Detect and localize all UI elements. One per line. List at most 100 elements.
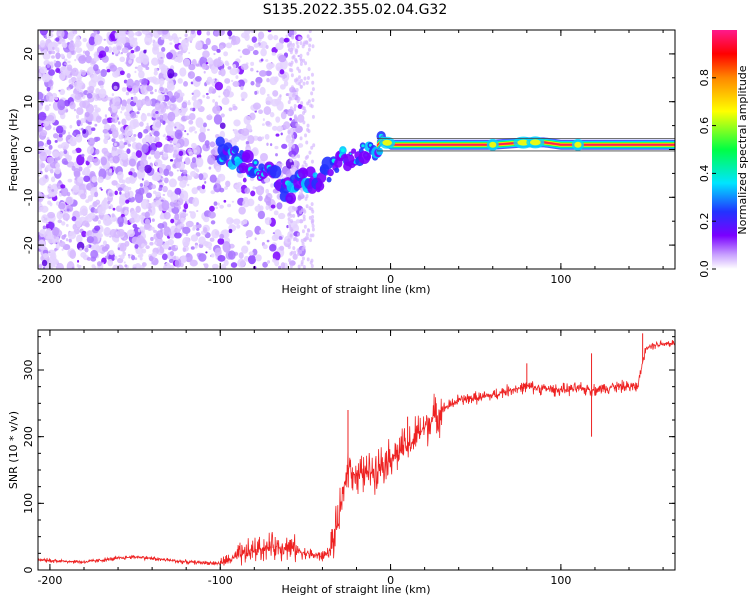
noise-blob xyxy=(108,106,112,112)
noise-blob xyxy=(274,259,280,267)
noise-blob xyxy=(169,158,174,162)
noise-blob xyxy=(184,201,187,204)
noise-blob xyxy=(103,38,107,41)
noise-blob xyxy=(68,238,72,243)
noise-blob xyxy=(218,45,224,50)
snr-x-label: Height of straight line (km) xyxy=(281,583,430,596)
noise-blob xyxy=(276,66,282,71)
snr-y-label: SNR (10 * v/v) xyxy=(7,411,20,489)
noise-blob xyxy=(78,55,87,64)
noise-blob xyxy=(125,177,132,184)
ridge-blob xyxy=(269,165,282,179)
noise-blob xyxy=(119,142,122,145)
noise-blob xyxy=(71,82,74,86)
noise-blob xyxy=(275,153,278,157)
noise-blob xyxy=(299,41,303,46)
noise-blob xyxy=(196,157,204,168)
noise-blob xyxy=(182,226,191,235)
noise-blob xyxy=(294,125,303,134)
noise-blob xyxy=(303,209,307,214)
noise-blob xyxy=(283,80,289,87)
noise-blob xyxy=(179,179,187,188)
noise-blob xyxy=(188,113,196,121)
band-bump-core xyxy=(574,141,582,148)
noise-blob xyxy=(210,149,216,155)
snr-line xyxy=(38,339,675,566)
noise-blob xyxy=(150,226,155,231)
noise-blob xyxy=(169,140,173,144)
noise-blob xyxy=(232,105,238,111)
noise-blob xyxy=(103,214,110,223)
noise-blob xyxy=(128,158,136,167)
noise-blob xyxy=(250,61,255,66)
noise-blob xyxy=(153,171,162,182)
noise-blob xyxy=(192,226,196,231)
noise-blob xyxy=(236,187,242,193)
noise-blob xyxy=(152,44,160,55)
noise-blob xyxy=(86,236,94,244)
noise-blob xyxy=(198,253,207,262)
noise-blob xyxy=(129,39,136,45)
noise-blob xyxy=(111,129,119,139)
noise-blob xyxy=(163,168,170,177)
noise-blob xyxy=(68,131,71,135)
noise-blob xyxy=(167,144,174,154)
noise-blob xyxy=(165,137,168,140)
noise-blob xyxy=(191,187,198,195)
noise-blob xyxy=(305,140,309,145)
noise-blob xyxy=(141,54,150,65)
noise-blob xyxy=(149,91,154,95)
noise-blob xyxy=(124,125,133,137)
noise-blob xyxy=(109,168,113,173)
noise-blob xyxy=(297,75,301,80)
noise-blob xyxy=(59,66,68,74)
noise-blob xyxy=(38,263,43,269)
noise-blob xyxy=(188,100,191,102)
noise-blob xyxy=(155,111,159,114)
noise-blob xyxy=(295,122,299,127)
noise-blob xyxy=(258,109,264,115)
ridge-core xyxy=(340,148,345,153)
noise-blob xyxy=(233,119,241,127)
noise-blob xyxy=(311,44,315,49)
noise-blob xyxy=(169,250,175,257)
noise-blob xyxy=(38,103,43,111)
noise-blob xyxy=(168,178,177,188)
noise-blob xyxy=(152,113,156,117)
noise-blob xyxy=(66,208,70,212)
noise-blob xyxy=(289,264,293,269)
noise-blob xyxy=(93,64,99,72)
noise-blob xyxy=(302,120,306,125)
noise-blob xyxy=(194,130,198,134)
noise-blob xyxy=(204,181,207,184)
noise-blob xyxy=(206,31,211,36)
noise-blob xyxy=(61,221,66,226)
noise-blob xyxy=(265,44,269,50)
noise-blob xyxy=(287,217,291,222)
noise-blob xyxy=(185,253,193,263)
noise-blob xyxy=(210,190,216,195)
noise-blob xyxy=(78,166,83,172)
noise-blob xyxy=(54,97,59,101)
noise-blob xyxy=(254,90,258,95)
noise-blob xyxy=(124,150,127,153)
noise-blob xyxy=(126,148,131,154)
noise-blob xyxy=(57,219,63,224)
noise-blob xyxy=(72,223,77,230)
noise-blob xyxy=(67,178,73,183)
x-tick-label: -100 xyxy=(208,273,233,286)
noise-blob xyxy=(198,132,206,143)
noise-blob xyxy=(310,104,314,109)
noise-blob xyxy=(144,211,150,219)
noise-blob xyxy=(117,121,121,125)
noise-blob xyxy=(128,256,131,259)
noise-blob xyxy=(269,207,273,212)
noise-blob xyxy=(308,215,312,220)
noise-blob xyxy=(278,235,283,240)
noise-blob xyxy=(141,112,145,116)
noise-blob xyxy=(259,86,266,96)
noise-blob xyxy=(202,50,210,59)
noise-blob xyxy=(211,44,218,52)
noise-blob xyxy=(192,89,201,98)
noise-blob xyxy=(63,99,71,107)
